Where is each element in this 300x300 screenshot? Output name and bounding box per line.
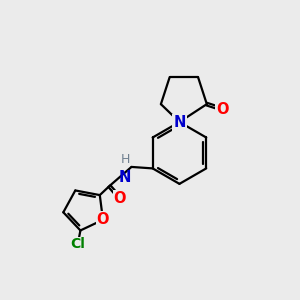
Text: N: N (173, 115, 186, 130)
Text: O: O (216, 102, 229, 117)
Text: Cl: Cl (70, 237, 85, 251)
Text: N: N (118, 170, 130, 185)
Text: O: O (114, 191, 126, 206)
Text: H: H (121, 153, 130, 166)
Text: O: O (97, 212, 109, 227)
